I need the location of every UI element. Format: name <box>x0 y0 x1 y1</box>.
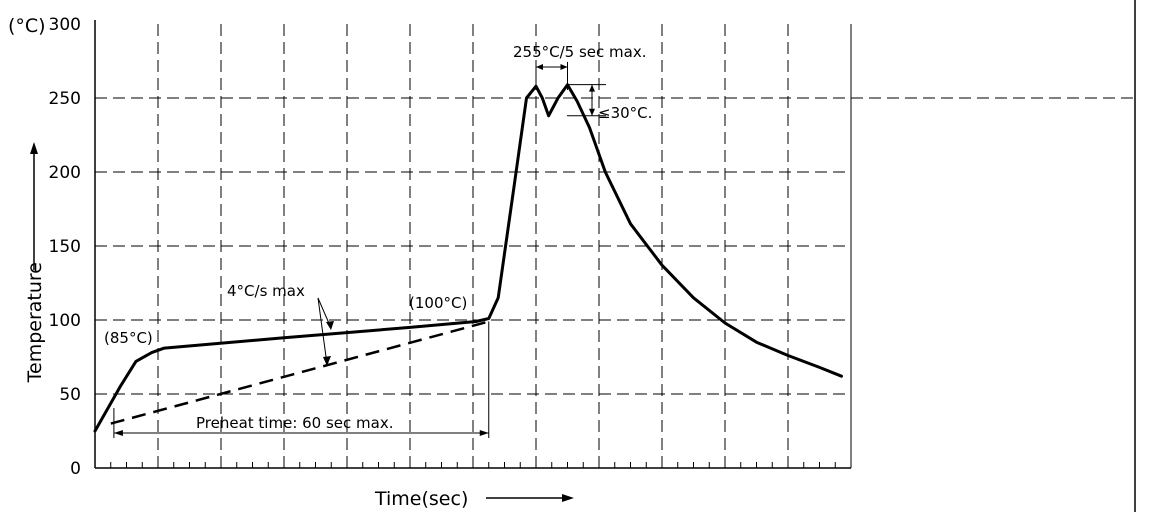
arrowhead-icon <box>536 64 543 70</box>
arrowhead-icon <box>589 84 595 92</box>
y-tick-label: 50 <box>59 385 81 405</box>
y-tick-label: 300 <box>49 15 81 35</box>
x-axis-arrow-icon <box>562 494 574 502</box>
peak-label: 255°C/5 sec max. <box>513 43 646 61</box>
y-tick-label: 0 <box>70 459 81 479</box>
arrowhead-icon <box>589 108 595 116</box>
minor-ticks <box>110 462 836 468</box>
y-tick-label: 250 <box>49 89 81 109</box>
series-line-solid <box>93 83 843 433</box>
preheat-label: Preheat time: 60 sec max. <box>196 414 394 432</box>
y-tick-label: 150 <box>49 237 81 257</box>
y-axis-title: Temperature <box>24 142 46 383</box>
annotations: 255°C/5 sec max. ≤30°C. (85°C) (100°C) 4°C/s… <box>104 43 1135 438</box>
x-axis-title: Time(sec) <box>374 488 574 510</box>
y-axis-arrow-icon <box>30 142 38 154</box>
ramp-leader-2 <box>317 297 328 365</box>
y-tick-labels: 0 50 100 150 200 250 300 <box>49 15 81 479</box>
soak-start-label: (85°C) <box>104 329 153 347</box>
arrowhead-icon <box>560 64 568 70</box>
y-unit-label: (°C) <box>8 15 46 37</box>
y-tick-label: 200 <box>49 163 81 183</box>
arrowhead-icon <box>479 430 489 436</box>
y-tick-label: 100 <box>49 311 81 331</box>
soak-end-label: (100°C) <box>409 294 467 312</box>
arrowhead-icon <box>326 321 334 330</box>
y-axis-label: Temperature <box>24 262 46 383</box>
ramp-label: 4°C/s max <box>227 282 305 300</box>
arrowhead-icon <box>323 356 331 366</box>
delta-label: ≤30°C. <box>598 104 652 122</box>
grid-lines <box>95 24 851 468</box>
x-axis-label: Time(sec) <box>374 488 468 510</box>
arrowhead-icon <box>113 430 123 436</box>
series <box>93 83 843 433</box>
